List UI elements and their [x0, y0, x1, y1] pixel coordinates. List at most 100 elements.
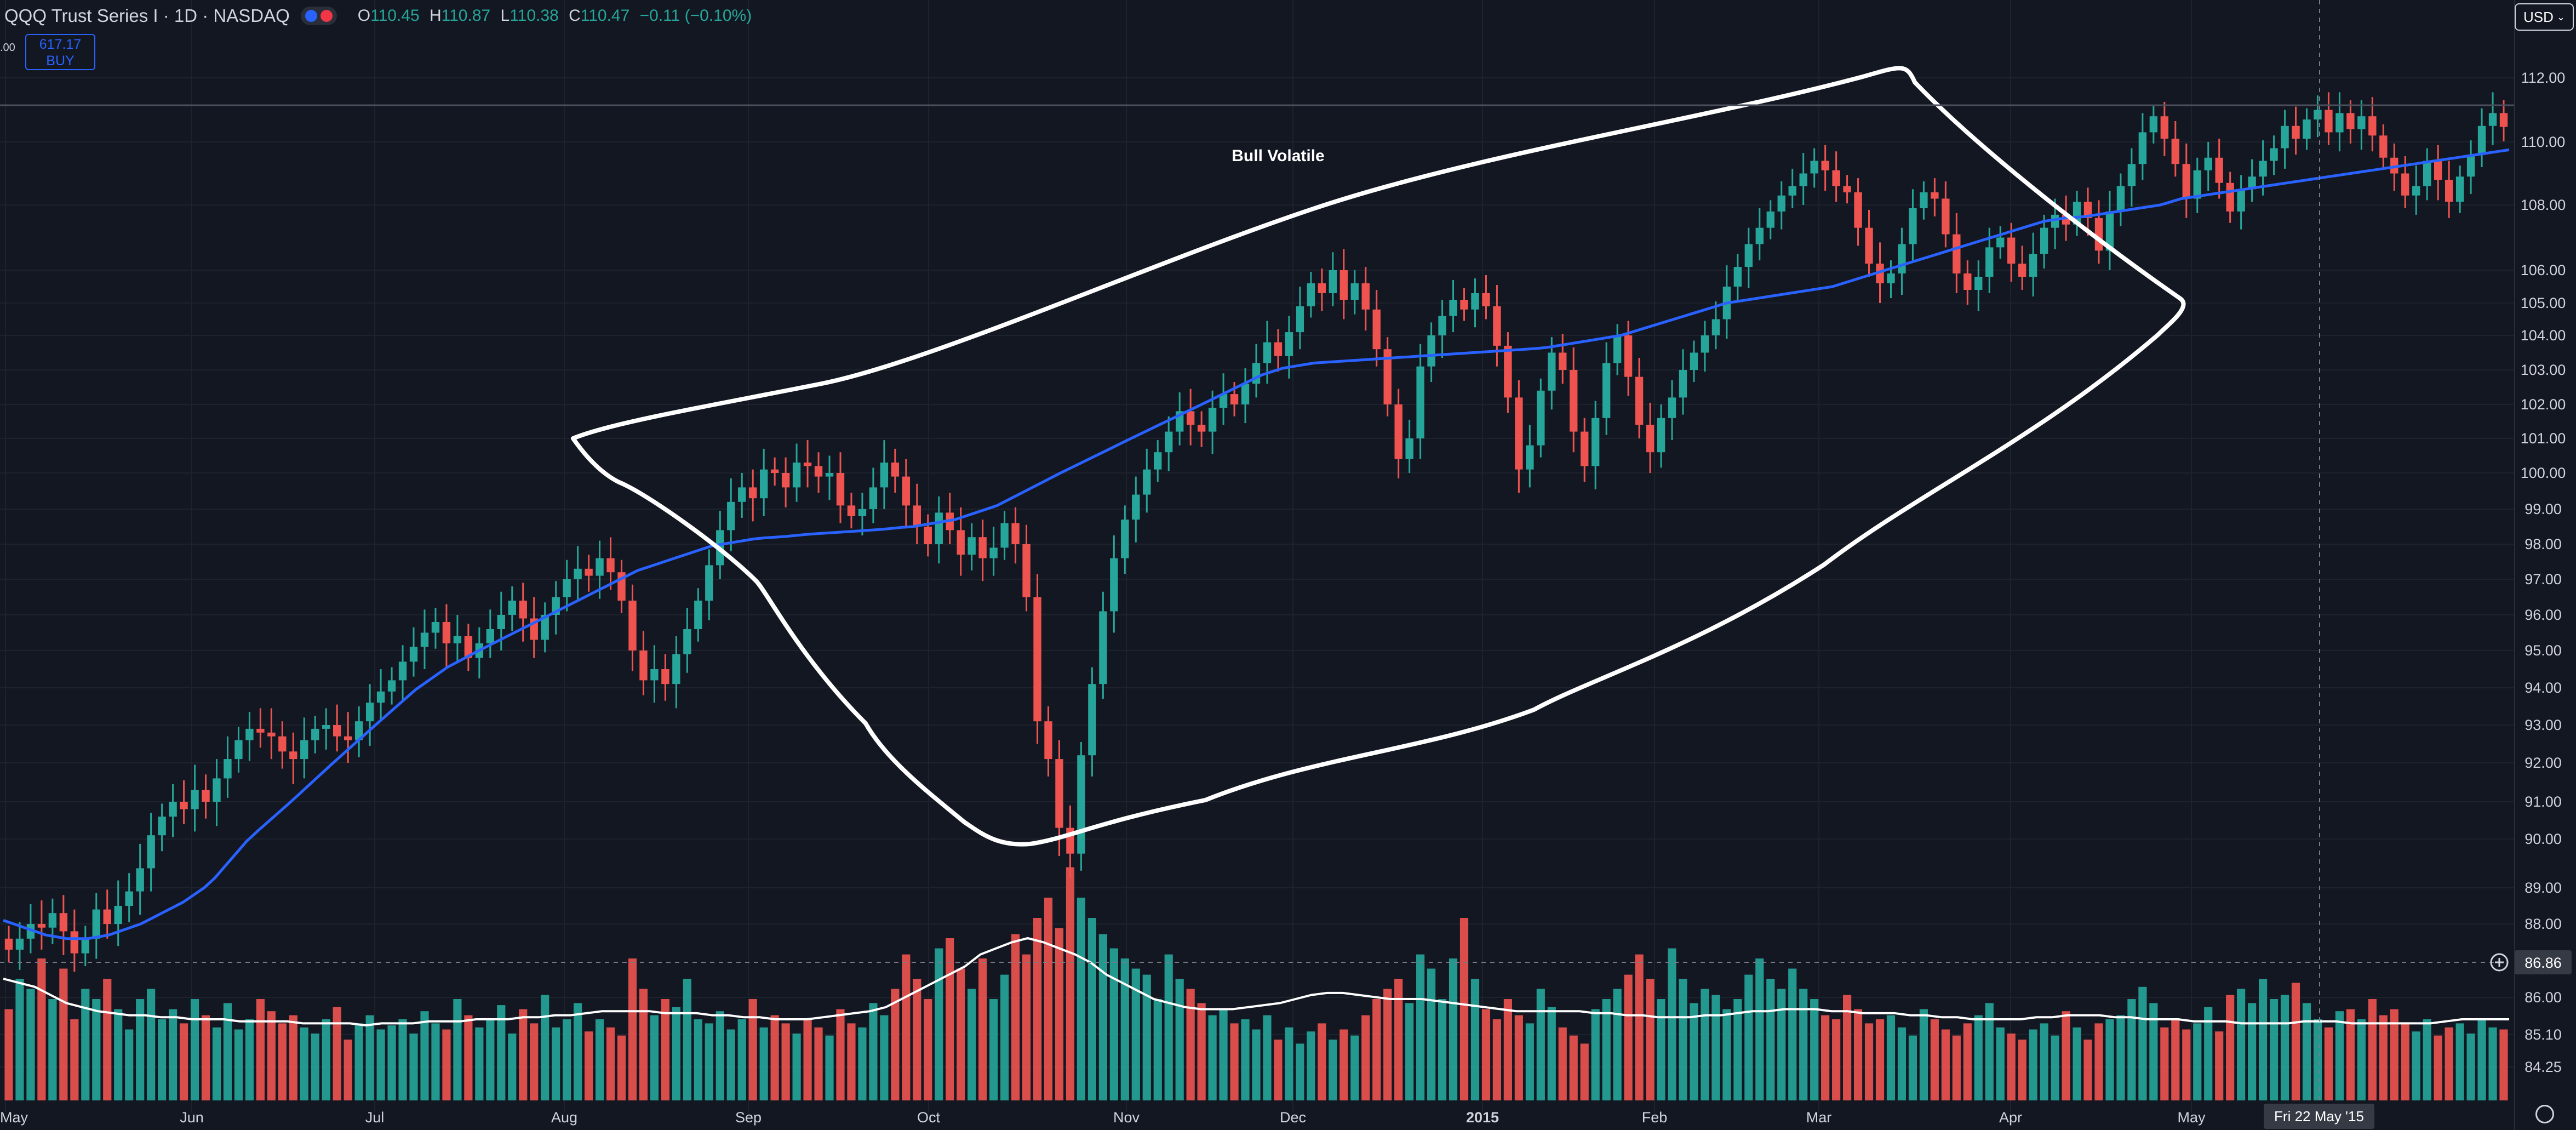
volume-bar [1711, 995, 1720, 1100]
volume-bar [1788, 968, 1797, 1100]
candle [1537, 378, 1545, 458]
volume-bar [2445, 1027, 2453, 1100]
bull-volatile-channel-drawing[interactable] [571, 66, 2186, 847]
crosshair-date-label: Fri 22 May '15 [2274, 1108, 2364, 1125]
candle [1548, 337, 1556, 410]
volume-bar [814, 1027, 823, 1100]
volume-bar [2488, 1027, 2497, 1100]
price-tick-label: 92.00 [2525, 755, 2562, 771]
volume-bar [2499, 1029, 2508, 1100]
volume-bar [365, 1015, 374, 1100]
volume-bar [1744, 974, 1753, 1100]
candle [1471, 278, 1479, 328]
volume-bar [1022, 954, 1031, 1100]
candle [158, 803, 166, 852]
volume-bar [737, 1019, 746, 1100]
volume-bar [978, 958, 987, 1100]
candle [2281, 110, 2289, 169]
candle [1953, 213, 1961, 293]
volume-bar [15, 979, 24, 1100]
volume-bar [2204, 1007, 2213, 1100]
candle [398, 645, 407, 701]
candle [2270, 135, 2278, 175]
add-alert-plus-icon[interactable] [2490, 953, 2509, 972]
volume-bar [409, 1033, 418, 1100]
volume-bar [617, 1035, 626, 1100]
candle [2477, 108, 2486, 167]
settings-gear-icon[interactable] [2535, 1105, 2554, 1123]
change-value: −0.11 (−0.10%) [639, 7, 752, 25]
volume-bar [2226, 995, 2235, 1100]
candle [1394, 389, 1403, 478]
volume-bar [1985, 1003, 1994, 1100]
price-tick-label: 112.00 [2521, 70, 2566, 86]
volume-bar [442, 1029, 451, 1100]
candle [1504, 332, 1512, 413]
volume-bar [1853, 1009, 1863, 1100]
volume-bar [1449, 958, 1458, 1100]
volume-bar [2029, 1029, 2037, 1100]
candle [1942, 181, 1950, 248]
candle [924, 514, 932, 557]
volume-bar [26, 989, 35, 1100]
price-axis[interactable]: 112.00 110.00 108.00 106.00 105.00 104.00 103.… [2521, 70, 2566, 1075]
candle [1011, 507, 1020, 564]
candle [1350, 270, 1359, 315]
time-axis[interactable]: May Jun Jul Aug Sep Oct Nov Dec 2015 Feb Mar Apr May [0, 1109, 2206, 1126]
volume-bar [1996, 1027, 2005, 1100]
volume-bar [1886, 1015, 1896, 1100]
volume-bar [464, 1015, 473, 1100]
candle [1121, 505, 1129, 574]
candle [4, 926, 13, 963]
currency-selector[interactable]: USD ⌄ [2515, 3, 2574, 31]
candle [508, 586, 516, 631]
volume-bar [1241, 1019, 1250, 1100]
volume-bar [2073, 1027, 2081, 1100]
time-tick-label: May [0, 1109, 28, 1126]
volume-bar [683, 979, 691, 1100]
volume-bar [1503, 999, 1512, 1100]
volume-bar [726, 1029, 735, 1100]
candle [650, 645, 659, 703]
candle [770, 457, 779, 486]
candle [574, 546, 582, 601]
volume-bar [1230, 1023, 1239, 1100]
session-toggle[interactable] [300, 7, 337, 25]
symbol-title[interactable]: QQQ Trust Series I · 1D · NASDAQ [4, 5, 290, 26]
candle [2029, 232, 2037, 296]
volume-bar [1109, 948, 1118, 1100]
candle [2160, 101, 2169, 156]
candle [1865, 209, 1873, 277]
candle [1088, 667, 1096, 777]
candle [606, 537, 615, 590]
candle [1526, 425, 1534, 488]
candle [354, 706, 363, 757]
candle [1186, 389, 1195, 446]
time-tick-label: Apr [1999, 1109, 2022, 1126]
volume-bar [2390, 1009, 2398, 1100]
candle [2368, 97, 2377, 152]
volume-bar [2412, 1031, 2420, 1100]
volume-bar [1481, 1009, 1491, 1100]
volume-bar [2434, 1035, 2442, 1100]
pattern-annotation-label[interactable]: Bull Volatile [1232, 147, 1324, 165]
time-tick-label: Mar [1806, 1109, 1832, 1126]
candle [1329, 252, 1337, 306]
time-tick-label: Oct [917, 1109, 941, 1126]
volume-bar [2302, 1003, 2311, 1100]
volume-bar [267, 1011, 276, 1100]
candle [333, 704, 341, 752]
candle [245, 712, 254, 761]
volume-bar [1690, 1003, 1698, 1100]
candle [847, 493, 856, 529]
candle [2325, 92, 2333, 145]
candle [1219, 373, 1228, 425]
buy-button[interactable]: 617.17 BUY [25, 34, 95, 70]
candle [420, 609, 429, 669]
moving-average-line [3, 148, 2510, 940]
candle [1427, 322, 1435, 383]
candle [1843, 175, 1851, 204]
volume-bar [2324, 1027, 2333, 1100]
volume-bar [1733, 999, 1742, 1100]
